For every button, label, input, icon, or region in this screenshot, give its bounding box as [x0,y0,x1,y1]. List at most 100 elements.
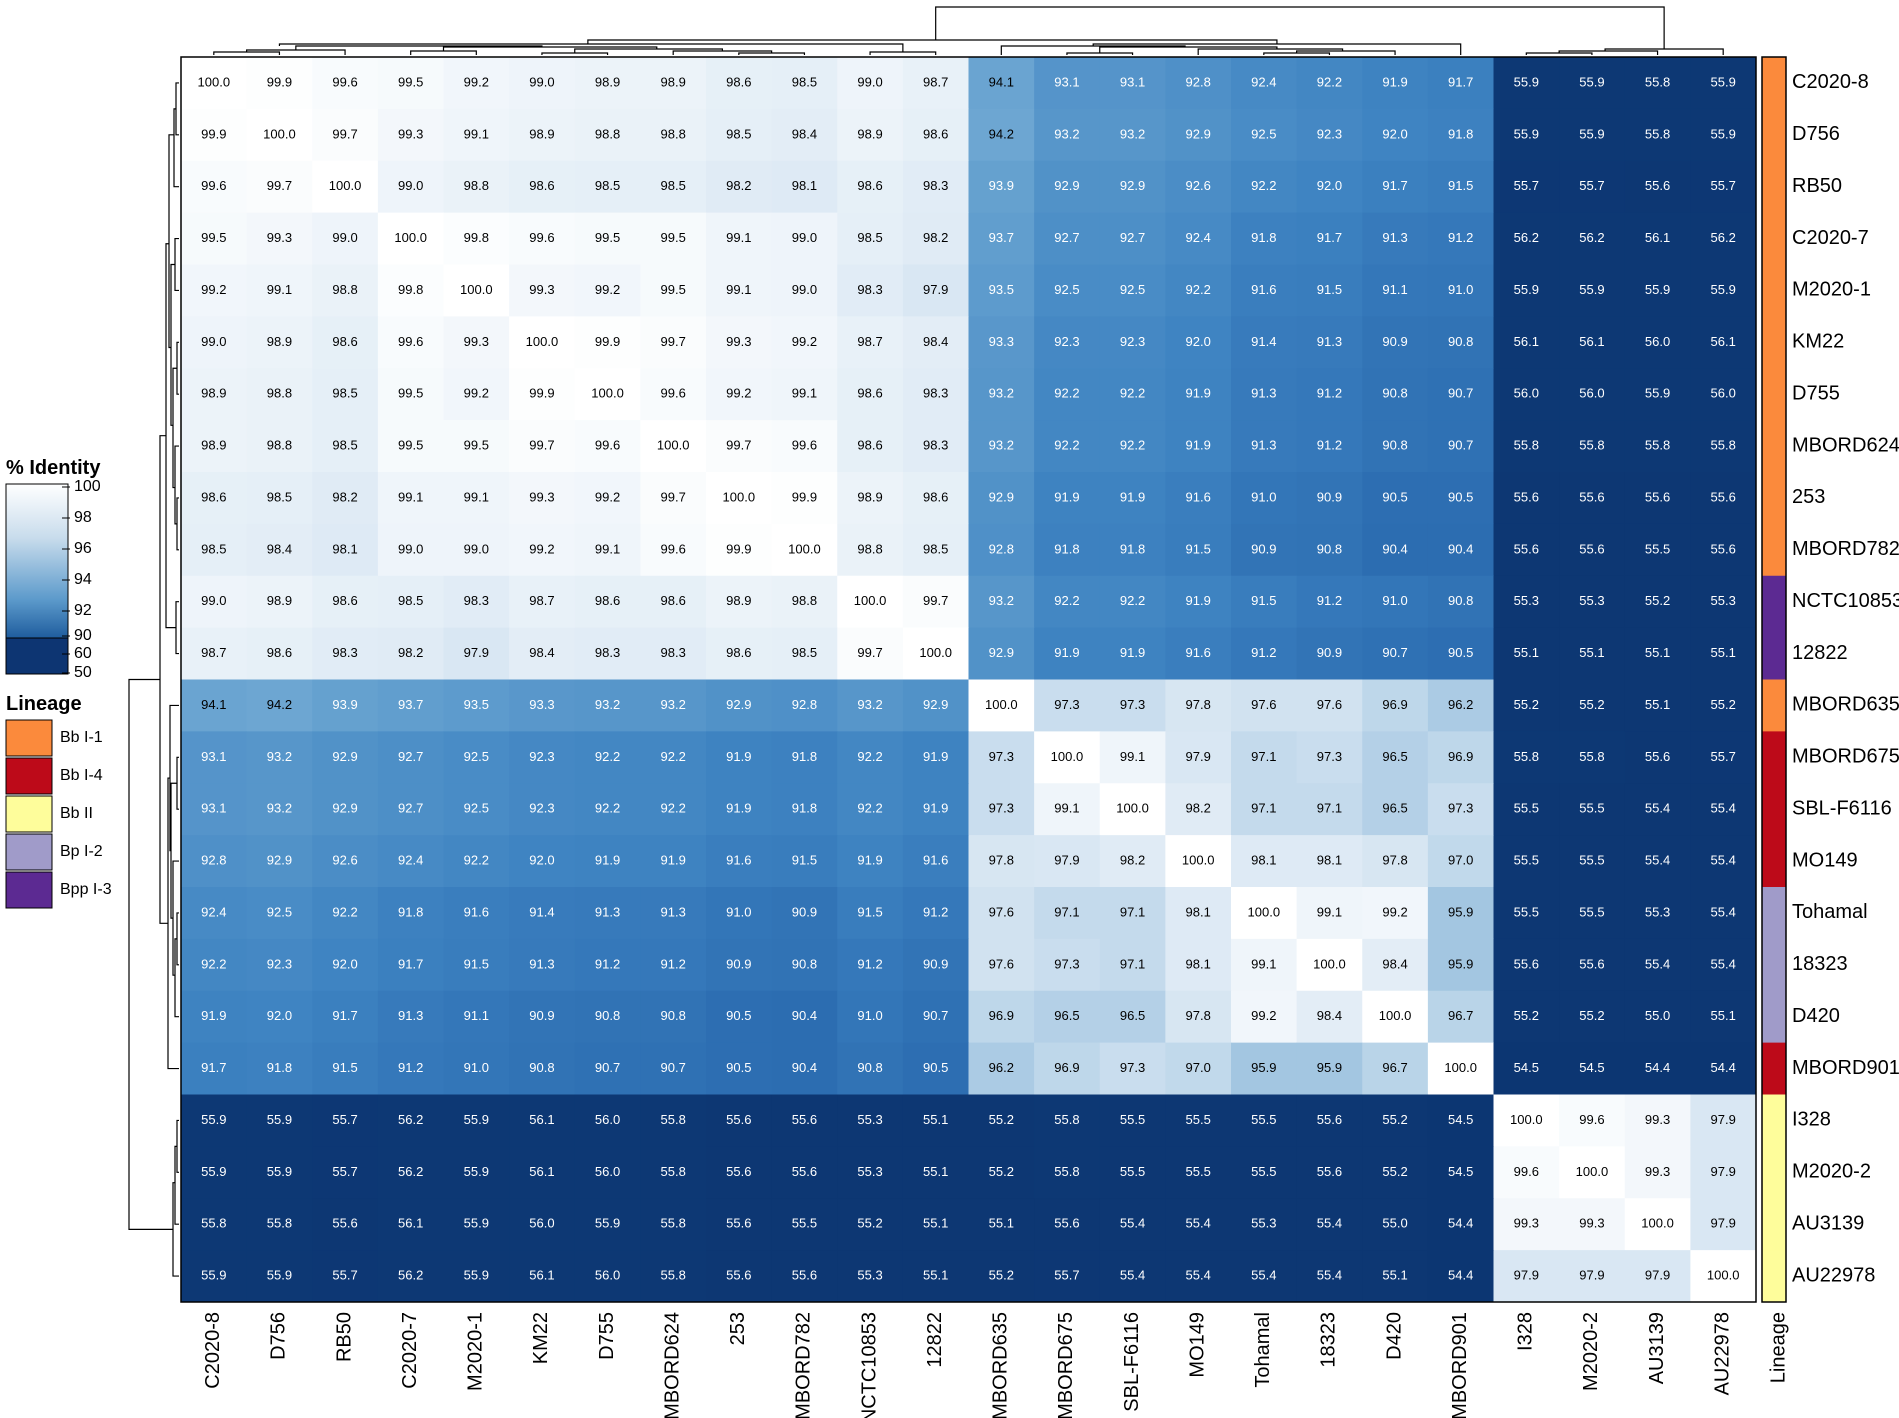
dendrogram-link [541,52,609,55]
heatmap-cell [902,1042,969,1095]
cell-value-label: 98.5 [332,386,357,401]
cell-value-label: 99.3 [398,126,423,141]
cell-value-label: 55.6 [1514,489,1539,504]
heatmap-cell [181,731,248,784]
heatmap-cell [443,835,510,888]
heatmap-border [180,56,1757,1303]
heatmap-cell [640,938,707,992]
heatmap-cell [312,679,379,732]
heatmap-cell [377,679,444,732]
heatmap-cell [706,316,773,369]
heatmap-cell [509,108,576,162]
cell-value-label: 99.1 [1054,801,1079,816]
heatmap-cell [1165,575,1232,629]
cell-value-label: 100.0 [788,541,821,556]
cell-value-label: 55.8 [1579,749,1604,764]
heatmap-cell [1559,160,1626,214]
left-dendrogram [128,82,179,1277]
cell-value-label: 98.3 [595,645,620,660]
cell-value-label: 92.5 [464,749,489,764]
heatmap-cell [1099,887,1166,940]
cell-value-label: 54.5 [1448,1164,1473,1179]
heatmap-cell [1559,938,1626,992]
heatmap-cell [181,990,248,1044]
heatmap-cell [574,887,641,940]
cell-value-label: 55.6 [1645,489,1670,504]
cell-value-label: 91.5 [1186,541,1211,556]
cell-value-label: 98.6 [595,593,620,608]
cell-value-label: 55.6 [1645,749,1670,764]
heatmap-cell [246,57,313,110]
heatmap-cell [640,627,707,680]
cell-value-label: 98.5 [267,489,292,504]
heatmap-cell [574,990,641,1044]
heatmap-cell [1493,523,1560,577]
cell-value-label: 99.5 [595,230,620,245]
cell-value-label: 56.0 [529,1216,554,1231]
cell-value-label: 55.3 [1579,593,1604,608]
heatmap-cell [312,420,379,473]
cell-value-label: 91.5 [792,853,817,868]
heatmap-cell [443,1094,510,1147]
heatmap-cell [312,990,379,1044]
dendrogram-link [174,938,179,1018]
cell-value-label: 55.7 [1711,178,1736,193]
cell-value-label: 55.2 [989,1268,1014,1283]
column-label: KM22 [530,1312,552,1364]
cell-value-label: 97.8 [989,853,1014,868]
heatmap-cell [1099,420,1166,473]
cell-value-label: 55.1 [1382,1268,1407,1283]
cell-value-label: 92.7 [1120,230,1145,245]
heatmap-cell [706,368,773,421]
heatmap-cell [181,835,248,888]
cell-value-label: 98.4 [529,645,554,660]
heatmap-cell [902,731,969,784]
cell-value-label: 98.9 [529,126,554,141]
cell-value-label: 97.8 [1382,853,1407,868]
heatmap-cell [968,575,1035,629]
cell-value-label: 100.0 [723,489,756,504]
cell-value-label: 98.9 [726,593,751,608]
heatmap-cell [1165,108,1232,162]
heatmap-cell [968,731,1035,784]
cell-value-label: 99.0 [398,541,423,556]
cell-value-label: 99.3 [1514,1216,1539,1231]
row-label: C2020-7 [1792,227,1869,249]
cell-value-label: 91.9 [726,801,751,816]
cell-value-label: 55.1 [923,1216,948,1231]
heatmap-cell [771,731,838,784]
heatmap-cell [1296,575,1363,629]
heatmap-cell [640,420,707,473]
cell-value-label: 55.9 [1645,386,1670,401]
column-label: D420 [1383,1312,1405,1360]
row-label: I328 [1792,1109,1831,1131]
heatmap-cell [837,575,904,629]
cell-value-label: 91.7 [398,956,423,971]
cell-value-label: 97.9 [1514,1268,1539,1283]
cell-value-label: 91.2 [1317,593,1342,608]
heatmap-cell [246,1042,313,1095]
heatmap-cell [771,108,838,162]
heatmap-cell [837,938,904,992]
lineage-bar-cell [1762,264,1786,317]
heatmap-cell [706,627,773,680]
cell-value-label: 99.3 [726,334,751,349]
heatmap-cell [1099,1250,1166,1303]
heatmap-cell [443,160,510,214]
row-label: AU3139 [1792,1212,1864,1234]
heatmap-cell [312,1198,379,1251]
heatmap-cell [706,835,773,888]
cell-value-label: 55.6 [1514,956,1539,971]
heatmap-cell [771,1250,838,1303]
heatmap-cell [1034,1042,1101,1095]
dendrogram-link [869,51,937,55]
heatmap-cell [246,108,313,162]
heatmap-cell [509,160,576,214]
cell-value-label: 90.8 [1382,386,1407,401]
cell-value-label: 99.2 [529,541,554,556]
heatmap-cell [1493,990,1560,1044]
cell-value-label: 95.9 [1317,1060,1342,1075]
heatmap-cell [1690,264,1757,317]
cell-value-label: 56.2 [398,1268,423,1283]
